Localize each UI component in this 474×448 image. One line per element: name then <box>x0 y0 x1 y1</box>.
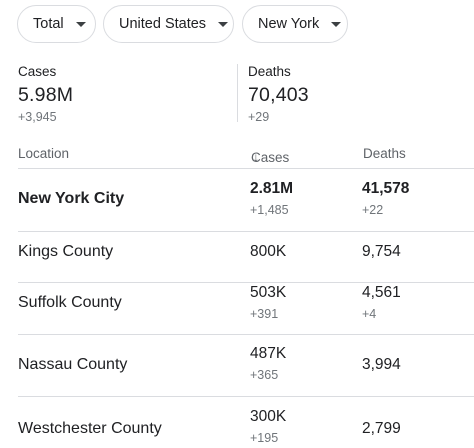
deaths-summary-value: 70,403 <box>248 84 309 106</box>
deaths-summary-delta: +29 <box>248 110 270 124</box>
cases-delta: +365 <box>250 368 279 382</box>
deaths-value: 9,754 <box>362 243 401 260</box>
deaths-value: 2,799 <box>362 420 401 437</box>
cases-column-header-label: Cases <box>251 150 290 165</box>
cases-delta: +195 <box>250 431 279 445</box>
cases-value: 800K <box>250 243 287 260</box>
cases-value: 300K <box>250 408 287 425</box>
cases-delta: +391 <box>250 307 279 321</box>
location-name: Kings County <box>18 243 114 260</box>
cases-value: 503K <box>250 284 287 301</box>
deaths-delta: +4 <box>362 307 377 321</box>
cases-summary-delta: +3,945 <box>18 110 57 124</box>
region-dropdown[interactable]: New York <box>242 5 348 43</box>
table-row[interactable]: Nassau County 487K +365 3,994 <box>0 334 474 396</box>
region-dropdown-label: New York <box>258 16 320 32</box>
location-name: New York City <box>18 190 125 207</box>
row-divider <box>18 396 474 397</box>
caret-down-icon <box>218 21 229 27</box>
row-divider <box>18 282 474 283</box>
cases-summary: Cases 5.98M +3,945 <box>18 64 73 124</box>
row-divider <box>18 231 474 232</box>
caret-down-icon <box>75 21 86 27</box>
country-dropdown-label: United States <box>119 16 207 32</box>
deaths-value: 3,994 <box>362 356 401 373</box>
row-divider <box>18 334 474 335</box>
cases-summary-value: 5.98M <box>18 84 74 106</box>
country-dropdown[interactable]: United States <box>103 5 234 43</box>
deaths-column-header[interactable]: Deaths <box>363 146 406 161</box>
table-header: Location Cases ↓ Deaths <box>0 142 474 166</box>
deaths-delta: +22 <box>362 203 384 217</box>
metric-dropdown-label: Total <box>33 16 64 32</box>
location-name: Westchester County <box>18 420 162 437</box>
location-name: Suffolk County <box>18 294 122 311</box>
location-name: Nassau County <box>18 356 128 373</box>
sort-down-arrow-icon: ↓ <box>253 150 259 164</box>
deaths-summary-label: Deaths <box>248 64 291 79</box>
table-row[interactable]: New York City 2.81M +1,485 41,578 +22 <box>0 168 474 231</box>
cases-value: 2.81M <box>250 180 294 197</box>
location-column-header[interactable]: Location <box>18 146 70 161</box>
metric-dropdown[interactable]: Total <box>17 5 96 43</box>
deaths-value: 4,561 <box>362 284 401 301</box>
deaths-value: 41,578 <box>362 180 410 197</box>
cases-summary-label: Cases <box>18 64 57 79</box>
table-row[interactable]: Kings County 800K 9,754 <box>0 231 474 282</box>
row-divider <box>18 168 474 169</box>
caret-down-icon <box>331 21 342 27</box>
cases-delta: +1,485 <box>250 203 289 217</box>
cases-value: 487K <box>250 345 287 362</box>
deaths-summary: Deaths 70,403 +29 <box>248 64 309 124</box>
table-row[interactable]: Suffolk County 503K +391 4,561 +4 <box>0 282 474 334</box>
table-row[interactable]: Westchester County 300K +195 2,799 <box>0 396 474 448</box>
summary-divider <box>237 64 238 122</box>
